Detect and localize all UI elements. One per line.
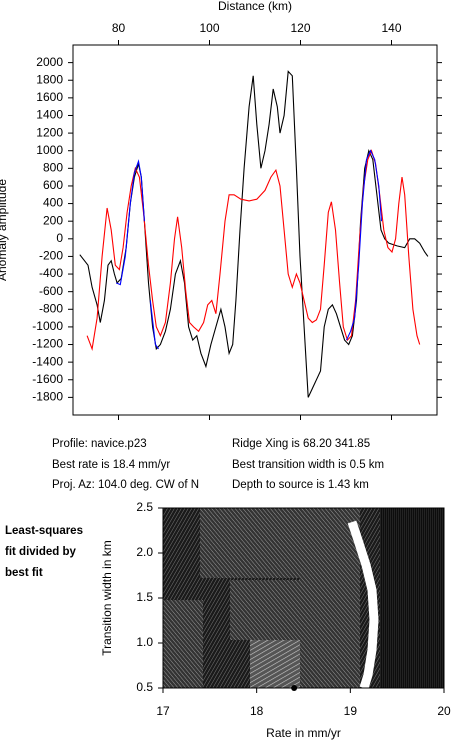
- y-tick-label: -1200: [32, 337, 63, 351]
- y-tick-label: 1.5: [136, 590, 153, 604]
- x-tick-label: 100: [199, 21, 219, 35]
- y-tick-label: -1800: [32, 390, 63, 404]
- x-tick-label: 17: [156, 704, 170, 718]
- y-tick-label: -1000: [32, 319, 63, 333]
- y-axis-label: Anomaly amplitude: [0, 179, 9, 281]
- contour-background: [163, 508, 444, 690]
- y-tick-label: 1200: [36, 125, 63, 139]
- y-tick-label: -400: [39, 266, 63, 280]
- plot-frame: [72, 44, 438, 416]
- x-tick-label: 140: [381, 21, 401, 35]
- y-tick-label: 1000: [36, 143, 63, 157]
- y-tick-label: -800: [39, 301, 63, 315]
- y-tick-label: 0.5: [136, 680, 153, 694]
- side-label: best fit: [5, 567, 43, 579]
- y-tick-label: 1800: [36, 72, 63, 86]
- side-label: Least-squares: [5, 525, 83, 537]
- y-tick-label: 0: [56, 231, 63, 245]
- data-line: [79, 70, 429, 398]
- x-tick-label: 120: [290, 21, 310, 35]
- y-axis-label: Transition width in km: [100, 540, 114, 656]
- y-tick-label: 400: [43, 196, 63, 210]
- y-tick-label: 800: [43, 161, 63, 175]
- x-tick-label: 19: [344, 704, 358, 718]
- data-line: [86, 149, 421, 352]
- data-line: [149, 300, 159, 350]
- plot-layer: Distance (km) Anomaly amplitude 80 100 120 14…: [0, 0, 451, 740]
- y-tick-label: 200: [43, 213, 63, 227]
- info-text: Ridge Xing is 68.20 341.85: [232, 438, 370, 450]
- y-tick-label: 600: [43, 178, 63, 192]
- data-line: [346, 149, 383, 341]
- y-tick-label: 1600: [36, 90, 63, 104]
- y-tick-label: 2.0: [136, 545, 153, 559]
- x-axis-label: Rate in mm/yr: [266, 726, 341, 740]
- y-tick-label: 1.0: [136, 635, 153, 649]
- info-text: Proj. Az: 104.0 deg. CW of N: [52, 479, 199, 491]
- series-group: [79, 70, 429, 398]
- y-tick-label: -600: [39, 284, 63, 298]
- y-tick-label: 1400: [36, 108, 63, 122]
- info-text: Best rate is 18.4 mm/yr: [52, 459, 170, 471]
- info-text: Depth to source is 1.43 km: [232, 479, 369, 491]
- y-tick-label: -1400: [32, 354, 63, 368]
- best-fit-point: [291, 685, 298, 691]
- y-tick-label: -200: [39, 249, 63, 263]
- data-line: [115, 159, 145, 286]
- x-tick-label: 18: [250, 704, 264, 718]
- y-tick-label: 2.5: [136, 500, 153, 514]
- side-label: fit divided by: [5, 546, 77, 558]
- info-text: Best transition width is 0.5 km: [232, 459, 384, 471]
- y-tick-label: 2000: [36, 55, 63, 69]
- x-axis-label: Distance (km): [218, 0, 292, 13]
- info-text: Profile: navice.p23: [52, 438, 147, 450]
- x-tick-label: 20: [437, 704, 451, 718]
- x-tick-label: 80: [112, 21, 126, 35]
- y-tick-label: -1600: [32, 372, 63, 386]
